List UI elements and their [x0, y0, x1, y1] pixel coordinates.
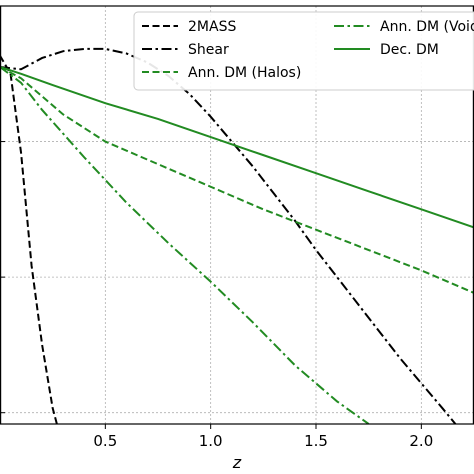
legend-box: [133, 11, 474, 91]
series-line-3: [0, 66, 370, 424]
series-lines: [0, 47, 474, 424]
x-tick-label-1: 1.0: [199, 432, 223, 450]
legend-label-1: Shear: [188, 42, 229, 58]
x-tick-label-3: 2.0: [409, 432, 433, 450]
x-tick-label-2: 1.5: [304, 432, 328, 450]
series-line-4: [0, 66, 474, 229]
legend-label-0: 2MASS: [188, 19, 236, 35]
series-line-1: [0, 47, 457, 424]
x-axis-label: z: [232, 453, 242, 472]
legend-label-3: Ann. DM (Void): [380, 19, 474, 35]
x-tick-label-0: 0.5: [93, 432, 117, 450]
legend-label-2: Ann. DM (Halos): [188, 65, 301, 81]
legend-label-4: Dec. DM: [380, 42, 439, 58]
y-axis-ticks: [0, 5, 5, 414]
series-line-2: [0, 66, 474, 294]
axes-frame: [0, 5, 474, 425]
legend: 2MASS Shear Ann. DM (Halos) Ann. DM (Void) D…: [133, 11, 474, 91]
x-axis-ticks: 0.5 1.0 1.5 2.0: [93, 424, 433, 450]
series-line-0: [0, 55, 58, 424]
